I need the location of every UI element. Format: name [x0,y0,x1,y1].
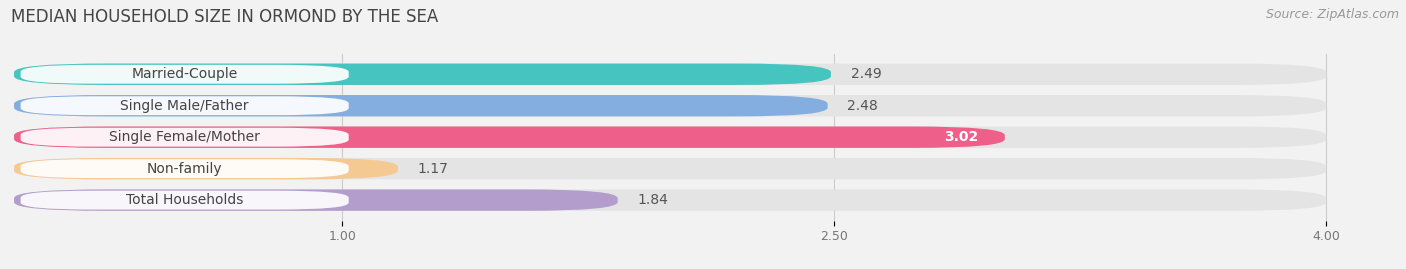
Text: Single Male/Father: Single Male/Father [121,99,249,113]
Text: Single Female/Mother: Single Female/Mother [110,130,260,144]
FancyBboxPatch shape [14,95,1326,116]
FancyBboxPatch shape [21,96,349,115]
Text: 3.02: 3.02 [945,130,979,144]
FancyBboxPatch shape [14,126,1005,148]
Text: MEDIAN HOUSEHOLD SIZE IN ORMOND BY THE SEA: MEDIAN HOUSEHOLD SIZE IN ORMOND BY THE S… [11,8,439,26]
Text: 2.49: 2.49 [851,67,882,81]
FancyBboxPatch shape [14,63,831,85]
Text: 1.17: 1.17 [418,162,449,176]
FancyBboxPatch shape [14,158,1326,179]
Text: Non-family: Non-family [146,162,222,176]
FancyBboxPatch shape [14,158,398,179]
FancyBboxPatch shape [14,189,617,211]
Text: 1.84: 1.84 [637,193,668,207]
FancyBboxPatch shape [14,126,1326,148]
FancyBboxPatch shape [21,191,349,210]
Text: Married-Couple: Married-Couple [132,67,238,81]
Text: Total Households: Total Households [127,193,243,207]
FancyBboxPatch shape [14,95,828,116]
Text: Source: ZipAtlas.com: Source: ZipAtlas.com [1265,8,1399,21]
FancyBboxPatch shape [21,65,349,84]
FancyBboxPatch shape [14,189,1326,211]
Text: 2.48: 2.48 [848,99,879,113]
FancyBboxPatch shape [21,128,349,147]
FancyBboxPatch shape [21,159,349,178]
FancyBboxPatch shape [14,63,1326,85]
